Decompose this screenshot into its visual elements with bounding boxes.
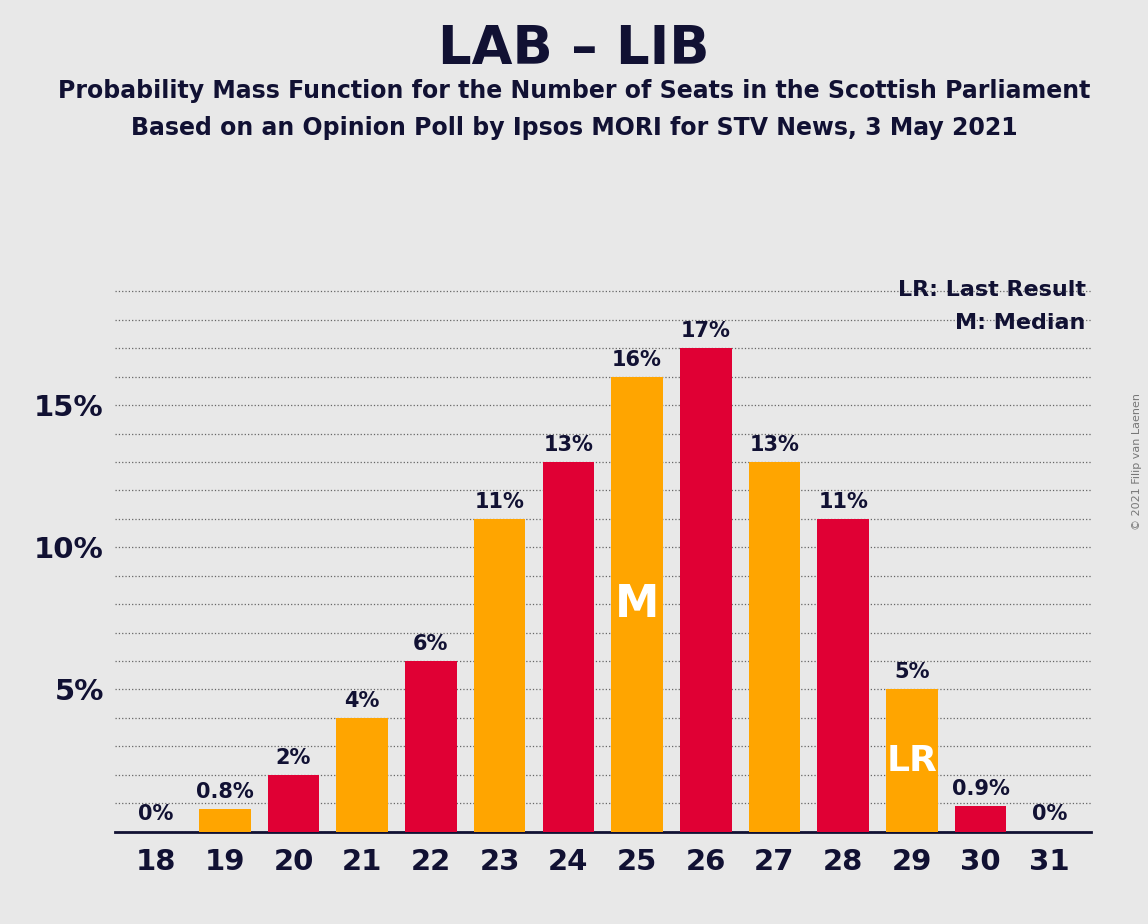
Text: LR: LR <box>886 744 938 777</box>
Text: 0.8%: 0.8% <box>196 782 254 802</box>
Text: 0%: 0% <box>139 805 173 824</box>
Text: Probability Mass Function for the Number of Seats in the Scottish Parliament: Probability Mass Function for the Number… <box>57 79 1091 103</box>
Bar <box>611 377 662 832</box>
Text: 17%: 17% <box>681 322 731 341</box>
Bar <box>199 808 250 832</box>
Bar <box>817 519 869 832</box>
Text: 6%: 6% <box>413 634 449 654</box>
Bar <box>474 519 526 832</box>
Text: 16%: 16% <box>612 349 662 370</box>
Text: 4%: 4% <box>344 691 380 711</box>
Text: LR: Last Result: LR: Last Result <box>898 280 1086 300</box>
Text: 2%: 2% <box>276 748 311 768</box>
Text: 0.9%: 0.9% <box>952 779 1009 799</box>
Text: 13%: 13% <box>750 435 799 455</box>
Text: 0%: 0% <box>1032 805 1066 824</box>
Text: 11%: 11% <box>474 492 525 512</box>
Bar <box>267 774 319 832</box>
Text: Based on an Opinion Poll by Ipsos MORI for STV News, 3 May 2021: Based on an Opinion Poll by Ipsos MORI f… <box>131 116 1017 140</box>
Bar <box>543 462 595 832</box>
Bar <box>680 348 731 832</box>
Text: M: M <box>615 583 659 626</box>
Bar <box>886 689 938 832</box>
Text: 5%: 5% <box>894 663 930 682</box>
Bar <box>955 806 1007 832</box>
Text: M: Median: M: Median <box>955 313 1086 334</box>
Text: 11%: 11% <box>819 492 868 512</box>
Bar <box>336 718 388 832</box>
Bar <box>748 462 800 832</box>
Bar <box>405 661 457 832</box>
Text: © 2021 Filip van Laenen: © 2021 Filip van Laenen <box>1132 394 1142 530</box>
Text: LAB – LIB: LAB – LIB <box>439 23 709 75</box>
Text: 13%: 13% <box>543 435 594 455</box>
